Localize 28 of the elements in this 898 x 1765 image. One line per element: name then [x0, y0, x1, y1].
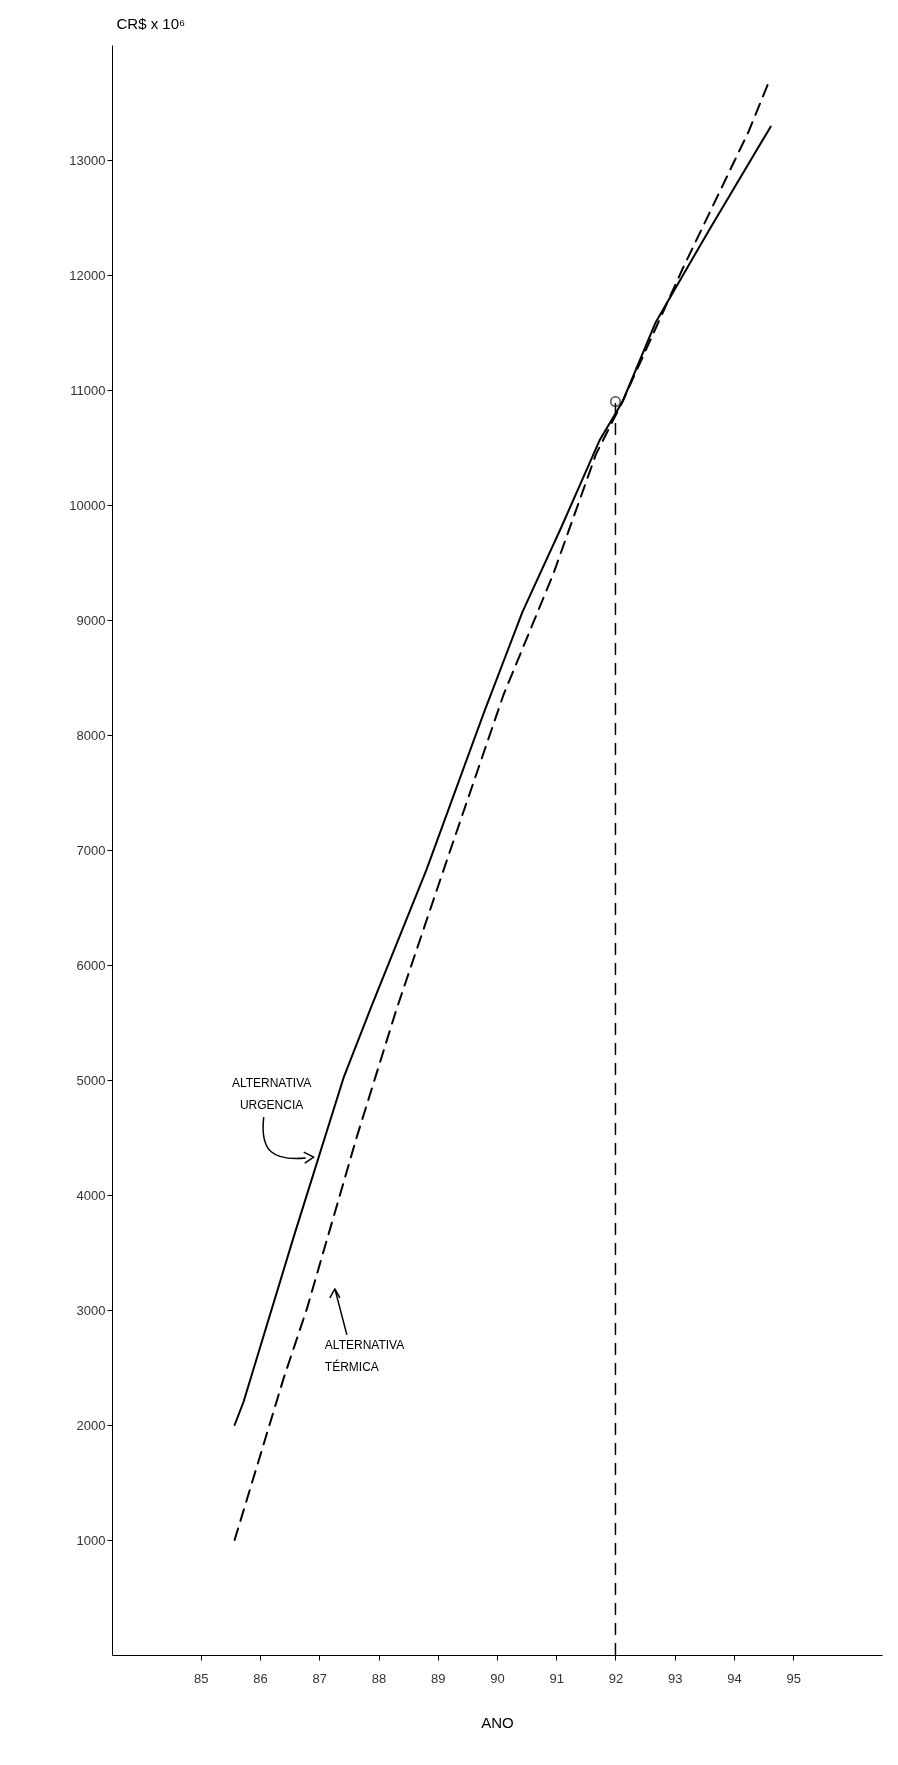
x-tick-label: 91 [549, 1670, 564, 1686]
x-tick-label: 93 [667, 1670, 683, 1686]
y-tick-label: 12000 [69, 267, 106, 283]
y-tick-label: 6000 [76, 957, 106, 973]
y-tick-label: 1000 [76, 1532, 106, 1548]
series-label: ALTERNATIVA URGENCIA [231, 1075, 312, 1112]
x-tick-label: 85 [194, 1670, 209, 1686]
x-tick-label: 95 [786, 1670, 801, 1686]
y-tick-label: 5000 [76, 1072, 106, 1088]
x-tick-label: 88 [371, 1670, 387, 1686]
x-tick-label: 87 [312, 1670, 328, 1686]
y-tick-label: 8000 [76, 727, 106, 743]
x-tick-label: 89 [431, 1670, 446, 1686]
y-axis-title: CR$ x 10⁶ [116, 14, 186, 32]
y-tick-label: 4000 [76, 1187, 106, 1203]
x-tick-label: 92 [608, 1670, 624, 1686]
y-tick-label: 7000 [76, 842, 106, 858]
text: ALTERNATIVA TÉRMICA [324, 1337, 405, 1374]
x-tick-label: 90 [490, 1670, 505, 1686]
y-tick-label: 2000 [76, 1417, 106, 1433]
y-tick-label: 3000 [76, 1302, 106, 1318]
x-axis-title: ANO [481, 1713, 514, 1731]
y-tick-label: 11000 [70, 382, 106, 398]
y-tick-label: 10000 [69, 497, 106, 513]
y-tick-label: 13000 [69, 152, 106, 168]
x-tick-label: 94 [727, 1670, 742, 1686]
y-tick-label: 9000 [76, 612, 106, 628]
x-tick-label: 86 [253, 1670, 268, 1686]
